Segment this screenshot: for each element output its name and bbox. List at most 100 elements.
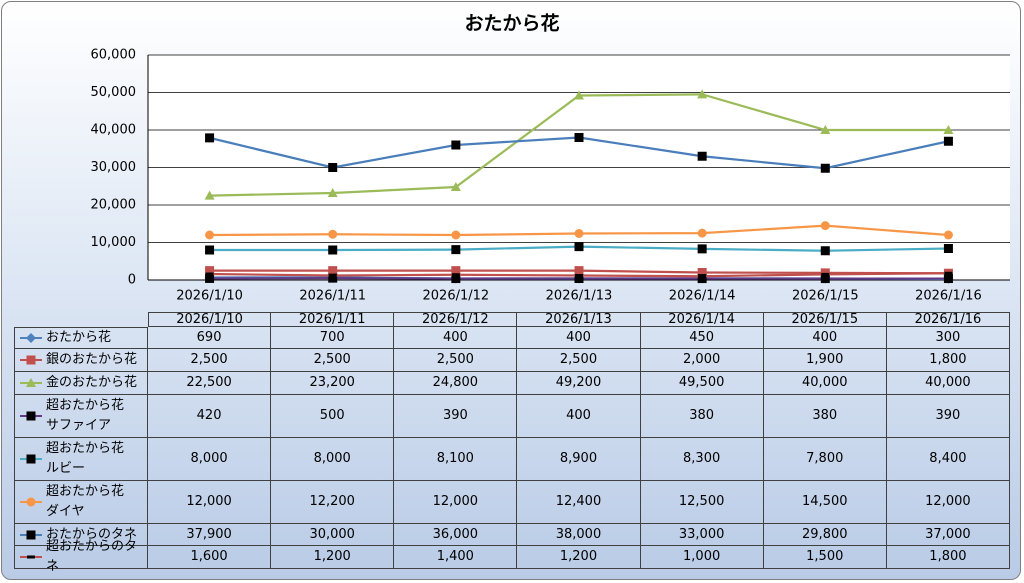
marker (204, 190, 215, 200)
marker (27, 555, 35, 559)
table-cell: 30,000 (271, 524, 395, 546)
table-cell-text: 22,500 (186, 375, 232, 390)
marker (328, 229, 338, 239)
table-cell: 380 (763, 395, 887, 438)
table-cell: 2,500 (271, 349, 395, 372)
table-cell: 700 (271, 327, 395, 349)
table-cell: 400 (763, 327, 887, 349)
table-cell: 8,300 (640, 438, 764, 481)
table-cell: 33,000 (640, 524, 764, 546)
table-header-text: 2026/1/14 (668, 311, 735, 327)
marker (821, 272, 830, 276)
y-tick-label: 20,000 (91, 198, 137, 213)
table-cell: 12,000 (886, 481, 1010, 524)
table-cell-text: 390 (442, 408, 468, 423)
table-header: 2026/1/12 (394, 312, 518, 327)
table-cell: 390 (394, 395, 518, 438)
table-header: 2026/1/13 (517, 312, 641, 327)
table-cell: 29,800 (763, 524, 887, 546)
table-cell: 37,900 (148, 524, 272, 546)
table-cell-text: 420 (196, 408, 222, 423)
legend-icon (20, 411, 42, 421)
table-cell-text: 2,500 (559, 352, 598, 367)
legend-entry: 超おたからのタネ (14, 539, 148, 574)
table-cell-text: 2,500 (313, 352, 351, 367)
marker (574, 133, 584, 142)
table-cell-text: 1,800 (929, 549, 967, 564)
legend-icon (20, 454, 42, 464)
marker (328, 163, 338, 172)
table-cell-text: 40,000 (925, 375, 971, 390)
table-header-text: 2026/1/15 (791, 311, 859, 327)
table-cell-text: 1,500 (806, 549, 844, 564)
marker (205, 133, 215, 143)
table-cell: 1,800 (886, 546, 1010, 569)
y-tick-label: 10,000 (91, 235, 137, 250)
table-cell-text: 37,900 (186, 526, 232, 542)
legend-entry: 超おたから花 ダイヤ (14, 481, 148, 524)
table-cell-text: 450 (689, 329, 715, 345)
table-cell: 12,400 (517, 481, 641, 524)
table-cell-text: 380 (689, 408, 715, 423)
table-cell-text: 1,200 (559, 549, 598, 564)
table-cell-text: 500 (319, 408, 345, 423)
table-cell: 1,200 (517, 546, 641, 569)
table-cell: 500 (271, 395, 395, 438)
marker (451, 266, 461, 276)
legend-entry: 金のおたから花 (14, 372, 148, 395)
marker (451, 245, 461, 255)
table-cell: 7,800 (763, 438, 887, 481)
legend-icon (20, 555, 42, 559)
marker (450, 182, 461, 191)
marker (697, 89, 708, 99)
table-cell-text: 2,500 (190, 352, 228, 367)
table-cell: 24,800 (394, 372, 518, 395)
legend-entry: 超おたから花 サファイア (14, 395, 148, 438)
table-header-text: 2026/1/16 (914, 311, 982, 327)
table-cell-text: 49,500 (678, 375, 725, 390)
table-cell: 2,500 (517, 349, 641, 372)
table-cell-text: 12,500 (678, 494, 725, 509)
table-cell: 14,500 (763, 481, 887, 524)
table-cell-text: 400 (812, 329, 838, 345)
table-header: 2026/1/10 (148, 311, 272, 327)
table-cell-text: 8,900 (559, 451, 598, 466)
table-cell-text: 1,800 (929, 352, 967, 367)
legend-entry: おたから花 (14, 327, 148, 349)
table-cell-text: 8,000 (190, 451, 228, 466)
table-cell-text: 30,000 (309, 526, 355, 542)
marker (574, 274, 584, 283)
marker (697, 274, 707, 284)
table-cell: 23,200 (271, 372, 395, 395)
table-cell-text: 1,400 (436, 549, 474, 564)
table-cell-text: 300 (935, 329, 961, 345)
legend-label: 金のおたから花 (46, 375, 138, 390)
table-cell-text: 8,000 (313, 451, 351, 466)
table-cell-text: 700 (319, 329, 345, 345)
marker (328, 245, 338, 255)
marker (327, 188, 338, 197)
table-header-text: 2026/1/11 (298, 311, 366, 327)
table-cell: 12,000 (394, 481, 518, 524)
marker (205, 266, 215, 276)
table-header-text: 2026/1/10 (176, 311, 243, 327)
table-header: 2026/1/14 (640, 311, 764, 327)
table-cell-text: 2,500 (436, 352, 474, 367)
table-cell-text: 12,200 (309, 494, 355, 509)
table-cell-text: 690 (196, 329, 222, 345)
table-cell: 38,000 (517, 524, 641, 546)
marker (697, 151, 707, 161)
marker (26, 497, 36, 507)
x-tick-label: 2026/1/15 (792, 289, 859, 304)
table-cell: 8,100 (394, 438, 518, 481)
table-cell: 8,000 (271, 438, 395, 481)
table-cell: 400 (394, 327, 518, 349)
table-header: 2026/1/11 (271, 311, 395, 327)
marker (205, 272, 214, 276)
table-cell: 12,000 (148, 481, 272, 524)
marker (205, 245, 215, 255)
table-cell: 400 (517, 327, 641, 349)
table-cell-text: 1,200 (313, 549, 351, 564)
table-cell-text: 12,400 (555, 494, 602, 509)
